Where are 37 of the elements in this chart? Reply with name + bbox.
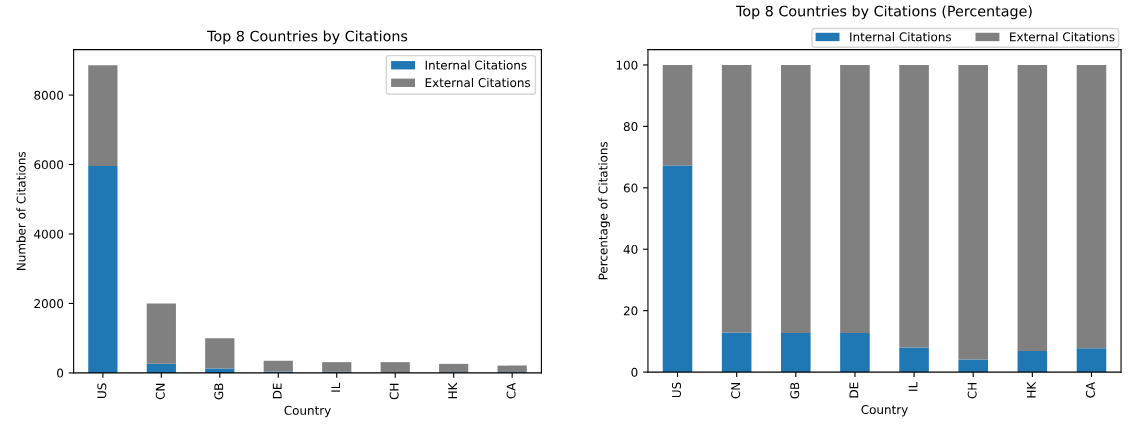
y-tick-label: 100 (616, 60, 638, 70)
y-tick-label: 2000 (34, 299, 64, 309)
y-tick-label: 40 (623, 244, 638, 254)
chart-title: Top 8 Countries by Citations (Percentage) (735, 5, 1032, 20)
y-tick-label: 6000 (34, 160, 64, 170)
y-tick-label: 60 (623, 183, 638, 193)
legend-label: Internal Citations (850, 32, 952, 42)
x-tick-label: CH (967, 382, 977, 399)
legend-label: External Citations (1010, 32, 1115, 42)
x-tick-label: CH (389, 383, 399, 400)
x-axis-title: Country (284, 405, 331, 418)
y-axis-title: Number of Citations (16, 151, 26, 270)
x-tick-label: IL (331, 382, 341, 392)
y-tick-label: 8000 (34, 90, 64, 100)
y-tick-label: 20 (623, 306, 638, 316)
x-tick-label: CA (506, 382, 516, 399)
x-axis-title: Country (861, 405, 908, 417)
y-tick-label: 80 (623, 122, 638, 132)
x-tick-label: US (97, 383, 107, 398)
x-tick-label: CN (155, 383, 165, 400)
y-tick-label: 0 (631, 367, 638, 377)
x-tick-label: HK (448, 382, 457, 399)
chart-title: Top 8 Countries by Citations (207, 30, 408, 45)
x-tick-label: US (671, 382, 681, 398)
x-tick-label: CA (1085, 381, 1095, 398)
x-tick-label: CN (731, 382, 741, 399)
x-tick-label: GB (790, 382, 800, 399)
y-axis-title: Percentage of Citations (598, 141, 610, 280)
x-tick-label: GB (214, 383, 224, 400)
x-tick-label: DE (849, 382, 859, 398)
y-tick-label: 0 (57, 368, 64, 378)
legend-label: Internal Citations (425, 60, 527, 70)
legend-label: External Citations (425, 77, 531, 88)
y-tick-label: 4000 (34, 229, 64, 239)
x-tick-label: HK (1026, 381, 1036, 398)
x-tick-label: IL (908, 381, 918, 391)
x-tick-label: DE (272, 383, 282, 399)
